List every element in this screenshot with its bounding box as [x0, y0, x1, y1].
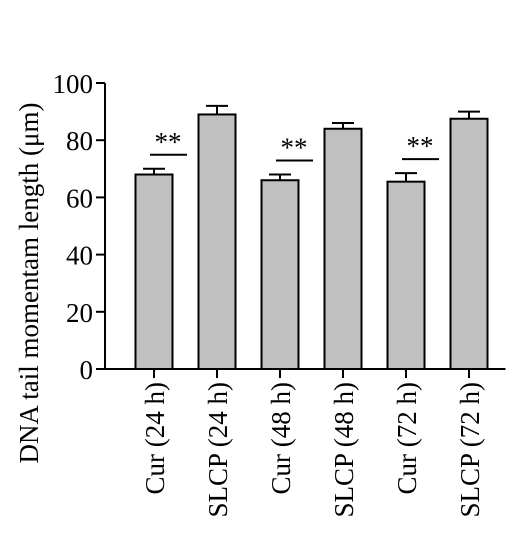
y-tick-label: 0 — [80, 355, 94, 385]
y-tick-label: 80 — [66, 126, 93, 156]
bar — [134, 173, 174, 370]
x-tick-label: Cur (72 h) — [392, 382, 422, 494]
x-tick-label: SLCP (24 h) — [203, 382, 233, 518]
x-axis: Cur (24 h) SLCP (24 h) Cur (48 h) SLCP (48 … — [105, 368, 506, 518]
x-tick-label: SLCP (48 h) — [329, 382, 359, 518]
significance-annotations: ** ** ** — [150, 127, 439, 163]
y-axis-label: DNA tail momentam length (μm) — [14, 103, 44, 464]
significance-label: ** — [281, 133, 308, 163]
x-tick-label: SLCP (72 h) — [455, 382, 485, 518]
bar — [323, 127, 363, 370]
x-tick-label: Cur (48 h) — [266, 382, 296, 494]
bar — [197, 113, 237, 370]
significance-label: ** — [155, 127, 182, 157]
y-tick-label: 40 — [66, 241, 93, 271]
bar — [386, 180, 426, 370]
y-axis: 0 20 40 60 80 100 — [53, 69, 106, 385]
bar — [260, 179, 300, 370]
y-tick-label: 20 — [66, 298, 93, 328]
y-tick-label: 60 — [66, 183, 93, 213]
bars — [134, 104, 489, 370]
x-tick-label: Cur (24 h) — [140, 382, 170, 494]
significance-label: ** — [407, 131, 434, 161]
y-tick-label: 100 — [53, 69, 94, 99]
bar — [449, 117, 489, 370]
